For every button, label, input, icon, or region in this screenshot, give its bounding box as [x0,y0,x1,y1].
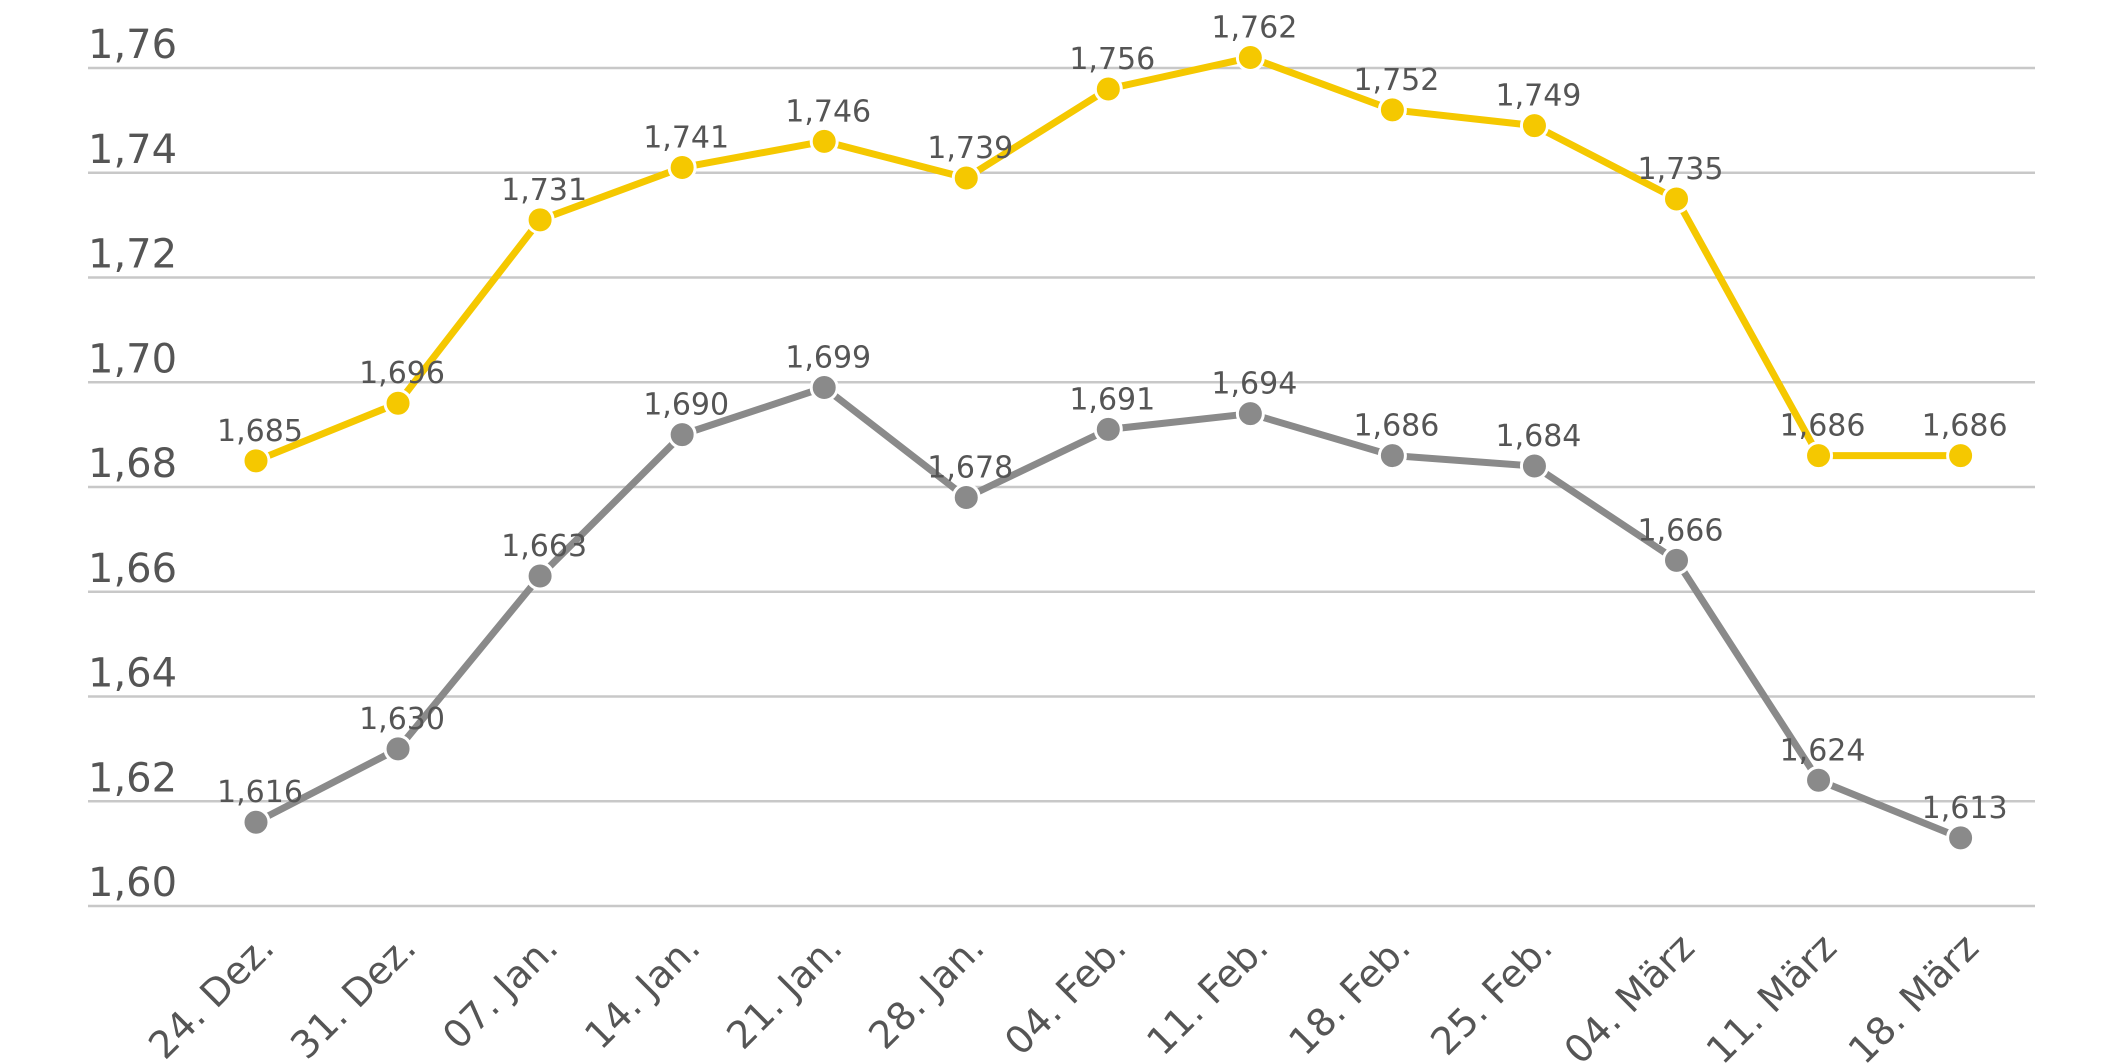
series-yellow-point [1377,95,1407,125]
series-yellow-point [1662,184,1691,214]
series-gray-data-label: 1,624 [1780,733,1866,768]
series-yellow-point [383,388,413,418]
series-gray-point [1804,765,1834,795]
x-tick-label: 07. Jan. [434,925,566,1057]
x-tick-label: 28. Jan. [860,925,992,1057]
series-yellow-data-label: 1,746 [785,94,871,129]
series-yellow-point [1235,43,1265,73]
y-tick-label: 1,72 [88,232,177,278]
series-gray-data-label: 1,616 [217,775,303,810]
series-gray-data-label: 1,699 [785,340,871,375]
series-gray-point [809,372,839,402]
series-yellow-data-label: 1,739 [927,131,1013,166]
series-gray-point [525,561,555,591]
x-tick-label: 21. Jan. [718,925,850,1057]
series-yellow-point [1093,74,1123,104]
series-gray-line [252,383,1965,842]
series-gray-point [241,807,271,837]
y-tick-label: 1,70 [88,336,177,382]
series-gray-data-label: 1,663 [501,529,587,564]
series-gray-point [1662,545,1691,575]
series-gray-data-label: 1,666 [1638,513,1724,548]
series-yellow-data-label: 1,696 [359,356,445,391]
y-tick-label: 1,76 [88,22,177,68]
y-tick-label: 1,68 [88,441,177,487]
y-tick-label: 1,74 [88,127,177,173]
series-yellow-point [1946,441,1976,471]
series-yellow-data-label: 1,752 [1353,63,1439,98]
x-tick-label: 18. Feb. [1280,925,1419,1063]
series-gray-point [1519,451,1549,481]
series-gray-data-label: 1,686 [1353,409,1439,444]
series-gray-data-label: 1,630 [359,702,445,737]
series-gray-point [1946,823,1976,853]
series-yellow-data-label: 1,686 [1922,409,2008,444]
x-tick-label: 11. März [1698,925,1845,1063]
x-tick-label: 11. Feb. [1138,925,1277,1063]
series-yellow-point [1804,441,1834,471]
series-yellow-point [525,205,555,235]
series-gray-point [1377,441,1407,471]
series-gray-data-label: 1,691 [1069,382,1155,417]
series-yellow-point [809,126,839,156]
series-yellow-point [241,446,271,476]
series-yellow-data-label: 1,735 [1638,152,1724,187]
x-tick-label: 04. März [1556,925,1703,1063]
series-yellow-data-label: 1,731 [501,173,587,208]
series-yellow-data-label: 1,749 [1496,79,1582,114]
x-tick-label: 24. Dez. [140,925,282,1063]
series-gray-data-label: 1,613 [1922,791,2008,826]
series-yellow-point [951,163,981,193]
x-tick-label: 18. März [1840,925,1987,1063]
x-tick-label: 14. Jan. [576,925,708,1057]
series-yellow-data-label: 1,762 [1211,11,1297,46]
series-gray-data-label: 1,684 [1496,419,1582,454]
series-gray-point [1093,414,1123,444]
y-tick-label: 1,66 [88,546,177,592]
series-yellow-data-label: 1,741 [643,121,729,156]
y-tick-label: 1,64 [88,651,177,697]
series-yellow-data-label: 1,686 [1780,409,1866,444]
series-gray-data-label: 1,694 [1211,367,1297,402]
gridlines [88,66,2035,908]
series-lines [241,43,1976,853]
series-gray-data-label: 1,690 [643,388,729,423]
series-gray-point [383,734,413,764]
series-yellow-point [667,153,697,183]
x-axis-tick-labels: 24. Dez. 31. Dez. 07. Jan. 14. Jan. 21. Jan.… [140,925,1987,1063]
x-tick-label: 04. Feb. [996,925,1135,1063]
y-tick-label: 1,62 [88,755,177,801]
y-tick-label: 1,60 [88,860,177,906]
series-yellow-data-label: 1,756 [1069,42,1155,77]
series-gray-data-label: 1,678 [927,450,1013,485]
y-axis-tick-labels: 1,60 1,62 1,64 1,66 1,68 1,70 1,72 1,74 1,76 [88,22,177,906]
data-labels: 1,685 1,696 1,731 1,741 1,746 1,739 1,756 1,762… [217,11,2007,826]
series-gray-point [951,482,981,512]
x-tick-label: 25. Feb. [1422,925,1561,1063]
series-gray-point [1235,399,1265,429]
series-yellow-point [1519,111,1549,141]
x-tick-label: 31. Dez. [282,925,424,1063]
series-gray-point [667,420,697,450]
series-yellow-data-label: 1,685 [217,414,303,449]
